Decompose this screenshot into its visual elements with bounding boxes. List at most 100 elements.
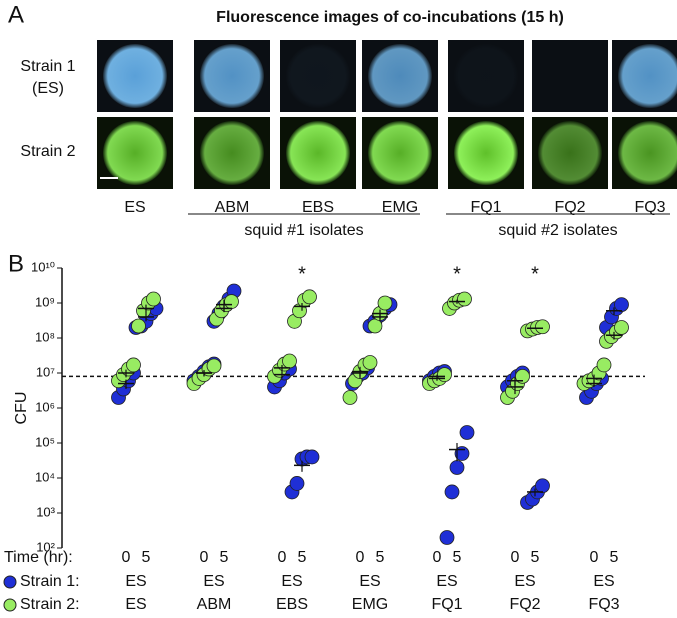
legend-label: Strain 2: — [20, 596, 80, 613]
strain2-value: FQ2 — [509, 596, 540, 613]
colony — [286, 44, 350, 108]
colony — [368, 121, 432, 185]
data-point — [206, 358, 222, 374]
data-point — [362, 355, 378, 370]
colony — [286, 121, 350, 185]
data-point — [302, 289, 317, 305]
strain-label: ES — [124, 199, 145, 216]
legend-label: Strain 1: — [20, 573, 80, 590]
time-value: 0 — [590, 549, 599, 566]
time-value: 5 — [220, 549, 229, 566]
y-tick-label: 10⁷ — [36, 364, 55, 379]
time-value: 0 — [122, 549, 131, 566]
data-point — [449, 460, 465, 475]
time-value: 5 — [376, 549, 385, 566]
row-label: Strain 2 — [20, 143, 75, 160]
significance: * — [531, 263, 539, 285]
time-value: 0 — [511, 549, 520, 566]
colony — [368, 44, 432, 108]
y-tick-label: 10² — [36, 539, 55, 554]
data-point — [614, 297, 629, 313]
colony — [618, 44, 677, 108]
data-point — [515, 368, 530, 384]
data-point — [126, 357, 141, 373]
strain1-value: ES — [359, 573, 380, 590]
time-value: 0 — [356, 549, 365, 566]
panel-letter: A — [8, 1, 24, 28]
y-tick-label: 10³ — [36, 504, 55, 519]
colony — [454, 44, 518, 108]
data-point — [535, 478, 550, 494]
group-label: squid #2 isolates — [498, 222, 617, 239]
data-point — [439, 530, 455, 545]
data-point — [224, 294, 239, 309]
strain1-value: ES — [436, 573, 457, 590]
data-point — [535, 319, 550, 335]
strain2-value: ABM — [197, 596, 232, 613]
colony — [200, 121, 264, 185]
y-tick-label: 10¹⁰ — [31, 259, 55, 274]
image-tile — [448, 40, 524, 112]
y-tick-label: 10⁸ — [35, 329, 55, 344]
data-point — [596, 357, 612, 373]
strain1-value: ES — [281, 573, 302, 590]
data-point — [377, 295, 393, 311]
time-value: 0 — [433, 549, 442, 566]
strain1-value: ES — [593, 573, 614, 590]
data-point — [282, 353, 297, 369]
data-point — [437, 367, 452, 383]
time-value: 5 — [142, 549, 151, 566]
strain1-value: ES — [125, 573, 146, 590]
data-point — [131, 318, 146, 334]
panel-letter: B — [8, 250, 24, 277]
legend-marker — [3, 598, 17, 612]
y-tick-label: 10⁴ — [35, 469, 55, 484]
strain-label: EMG — [382, 199, 418, 216]
image-tile — [532, 40, 608, 112]
data-point — [146, 291, 161, 307]
time-value: 5 — [298, 549, 307, 566]
time-value: 5 — [610, 549, 619, 566]
time-value: 0 — [200, 549, 209, 566]
colony — [454, 121, 518, 185]
time-value: 0 — [278, 549, 287, 566]
strain-label: FQ3 — [634, 199, 665, 216]
time-label: Time (hr): — [4, 549, 73, 566]
data-point — [289, 476, 305, 491]
time-value: 5 — [453, 549, 462, 566]
colony — [618, 121, 677, 185]
legend-marker — [3, 575, 17, 589]
strain2-value: FQ3 — [588, 596, 619, 613]
y-tick-label: 10⁵ — [35, 434, 55, 449]
data-point — [367, 318, 383, 334]
strain-label: FQ1 — [470, 199, 501, 216]
strain1-value: ES — [203, 573, 224, 590]
data-point — [614, 320, 629, 335]
colony — [538, 121, 602, 185]
y-tick-label: 10⁹ — [35, 294, 55, 309]
colony — [103, 44, 167, 108]
row-label: Strain 1 — [20, 58, 75, 75]
data-point — [459, 425, 475, 440]
strain2-value: EBS — [276, 596, 308, 613]
group-label: squid #1 isolates — [244, 222, 363, 239]
strain-label: EBS — [302, 199, 334, 216]
significance: * — [453, 263, 461, 285]
strain1-value: ES — [514, 573, 535, 590]
row-label: (ES) — [32, 80, 64, 97]
y-tick-label: 10⁶ — [35, 399, 55, 414]
panel-title: Fluorescence images of co-incubations (1… — [216, 9, 564, 26]
strain-label: FQ2 — [554, 199, 585, 216]
time-value: 5 — [531, 549, 540, 566]
strain-label: ABM — [215, 199, 250, 216]
strain2-value: FQ1 — [431, 596, 462, 613]
colony — [200, 44, 264, 108]
strain2-value: EMG — [352, 596, 388, 613]
significance: * — [298, 263, 306, 285]
y-axis-label: CFU — [13, 392, 30, 425]
data-point — [444, 484, 460, 500]
strain2-value: ES — [125, 596, 146, 613]
data-point — [457, 291, 472, 307]
data-point — [342, 390, 358, 405]
